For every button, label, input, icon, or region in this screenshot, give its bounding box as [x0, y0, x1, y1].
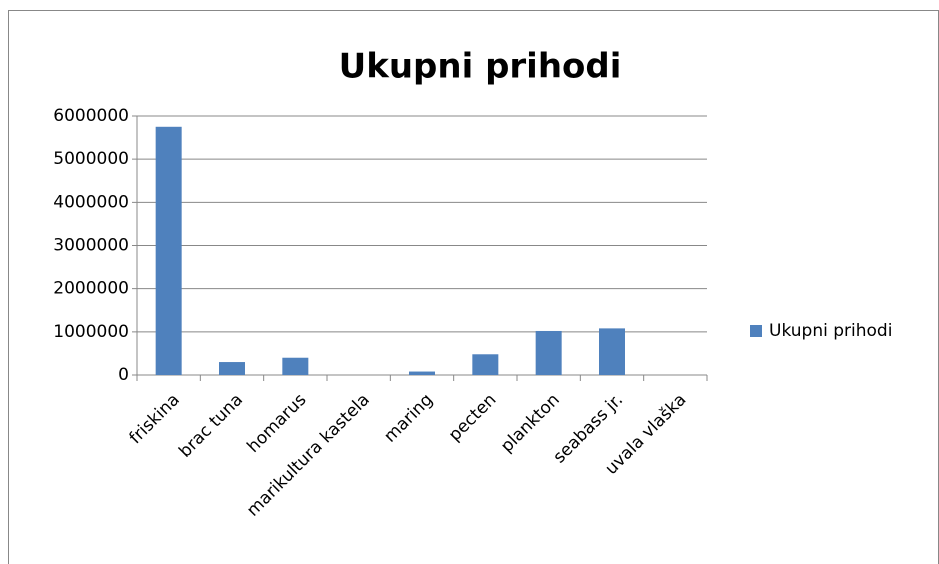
x-tick-label: marikultura kastela — [243, 390, 374, 521]
x-tick-label: pecten — [445, 390, 501, 446]
y-tick-label: 3000000 — [53, 236, 129, 256]
bar — [599, 328, 625, 375]
bar — [155, 126, 182, 376]
bar — [535, 330, 562, 375]
x-tick-label: brac tuna — [175, 390, 247, 462]
legend-swatch — [750, 325, 762, 337]
y-tick-label: 1000000 — [53, 322, 129, 342]
y-tick-label: 0 — [118, 365, 129, 385]
x-tick-label: homarus — [243, 390, 310, 457]
x-tick-label: friskina — [126, 390, 184, 448]
bar — [472, 354, 499, 375]
x-tick-label: plankton — [497, 390, 564, 457]
bar — [409, 371, 435, 375]
y-tick-label: 5000000 — [53, 149, 129, 169]
chart-title: Ukupni prihodi — [339, 47, 622, 87]
chart-border — [8, 10, 939, 564]
bar — [282, 357, 309, 375]
x-tick-label: maring — [380, 390, 437, 447]
y-tick-label: 6000000 — [53, 106, 129, 126]
legend-label: Ukupni prihodi — [769, 321, 892, 341]
y-tick-label: 2000000 — [53, 279, 129, 299]
bar — [219, 362, 245, 375]
y-tick-label: 4000000 — [53, 192, 129, 212]
